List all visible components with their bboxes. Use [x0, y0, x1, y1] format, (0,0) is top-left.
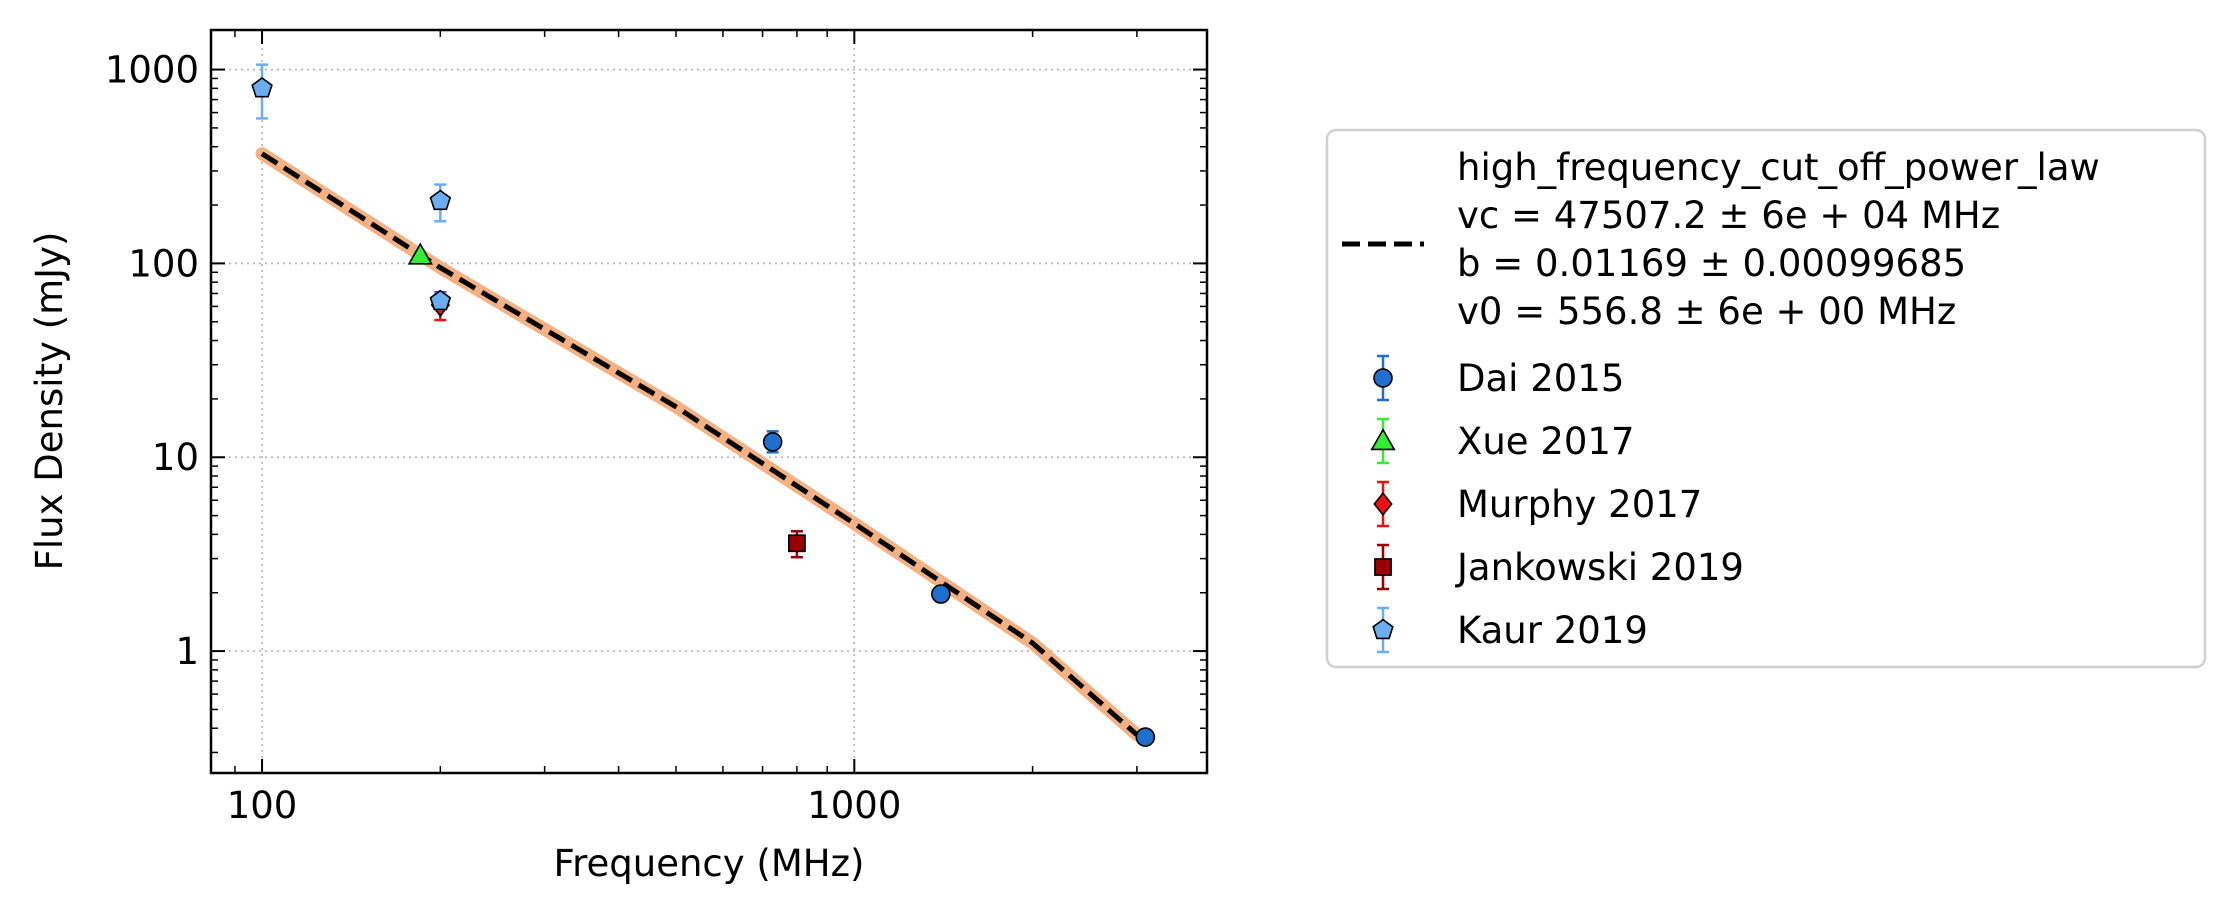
fit-layer [255, 147, 1144, 742]
data-point [429, 189, 452, 211]
legend-series-label: Murphy 2017 [1457, 483, 1702, 526]
fit-uncertainty-band [255, 147, 1144, 742]
y-tick-label: 10 [152, 436, 199, 479]
legend-fit-text: b = 0.01169 ± 0.00099685 [1457, 242, 1966, 285]
plot-frame [209, 28, 1209, 775]
axis-ticks [211, 30, 1207, 773]
legend-marker [1373, 368, 1393, 388]
x-tick-label: 1000 [807, 784, 901, 827]
data-points [251, 63, 1156, 747]
legend-fit-text: high_frequency_cut_off_power_law [1457, 146, 2100, 189]
legend-fit-text: vc = 47507.2 ± 6e + 04 MHz [1457, 194, 2000, 237]
legend-marker [1374, 558, 1392, 576]
y-axis-label: Flux Density (mJy) [28, 232, 71, 571]
legend-series-label: Xue 2017 [1457, 420, 1634, 463]
legend-series-label: Dai 2015 [1457, 357, 1624, 400]
legend-box [1325, 128, 2207, 669]
x-tick-label: 100 [227, 784, 298, 827]
data-point [762, 432, 783, 452]
y-tick-label: 1000 [105, 49, 199, 92]
data-point [931, 584, 951, 604]
legend-marker [1373, 491, 1393, 517]
legend-fit-text: v0 = 556.8 ± 6e + 00 MHz [1457, 290, 1956, 333]
data-point [1135, 727, 1156, 747]
y-tick-label: 1 [175, 630, 199, 673]
legend-series-label: Jankowski 2019 [1455, 546, 1744, 589]
fit-line [260, 151, 1139, 737]
y-tick-label: 100 [128, 242, 199, 285]
data-point [407, 242, 433, 265]
data-point [251, 77, 273, 98]
x-axis-label: Frequency (MHz) [554, 842, 865, 885]
legend-series-label: Kaur 2019 [1457, 609, 1648, 652]
data-point [429, 289, 452, 311]
legend-series-entries: Dai 2015 Xue 2017 Murphy 2017 Jankowski 201… [1370, 354, 1744, 654]
tick-labels: 100 1000 1 10 100 1000 [105, 49, 902, 827]
data-point [788, 534, 806, 553]
legend-marker [1372, 618, 1394, 640]
legend-marker [1370, 428, 1396, 451]
